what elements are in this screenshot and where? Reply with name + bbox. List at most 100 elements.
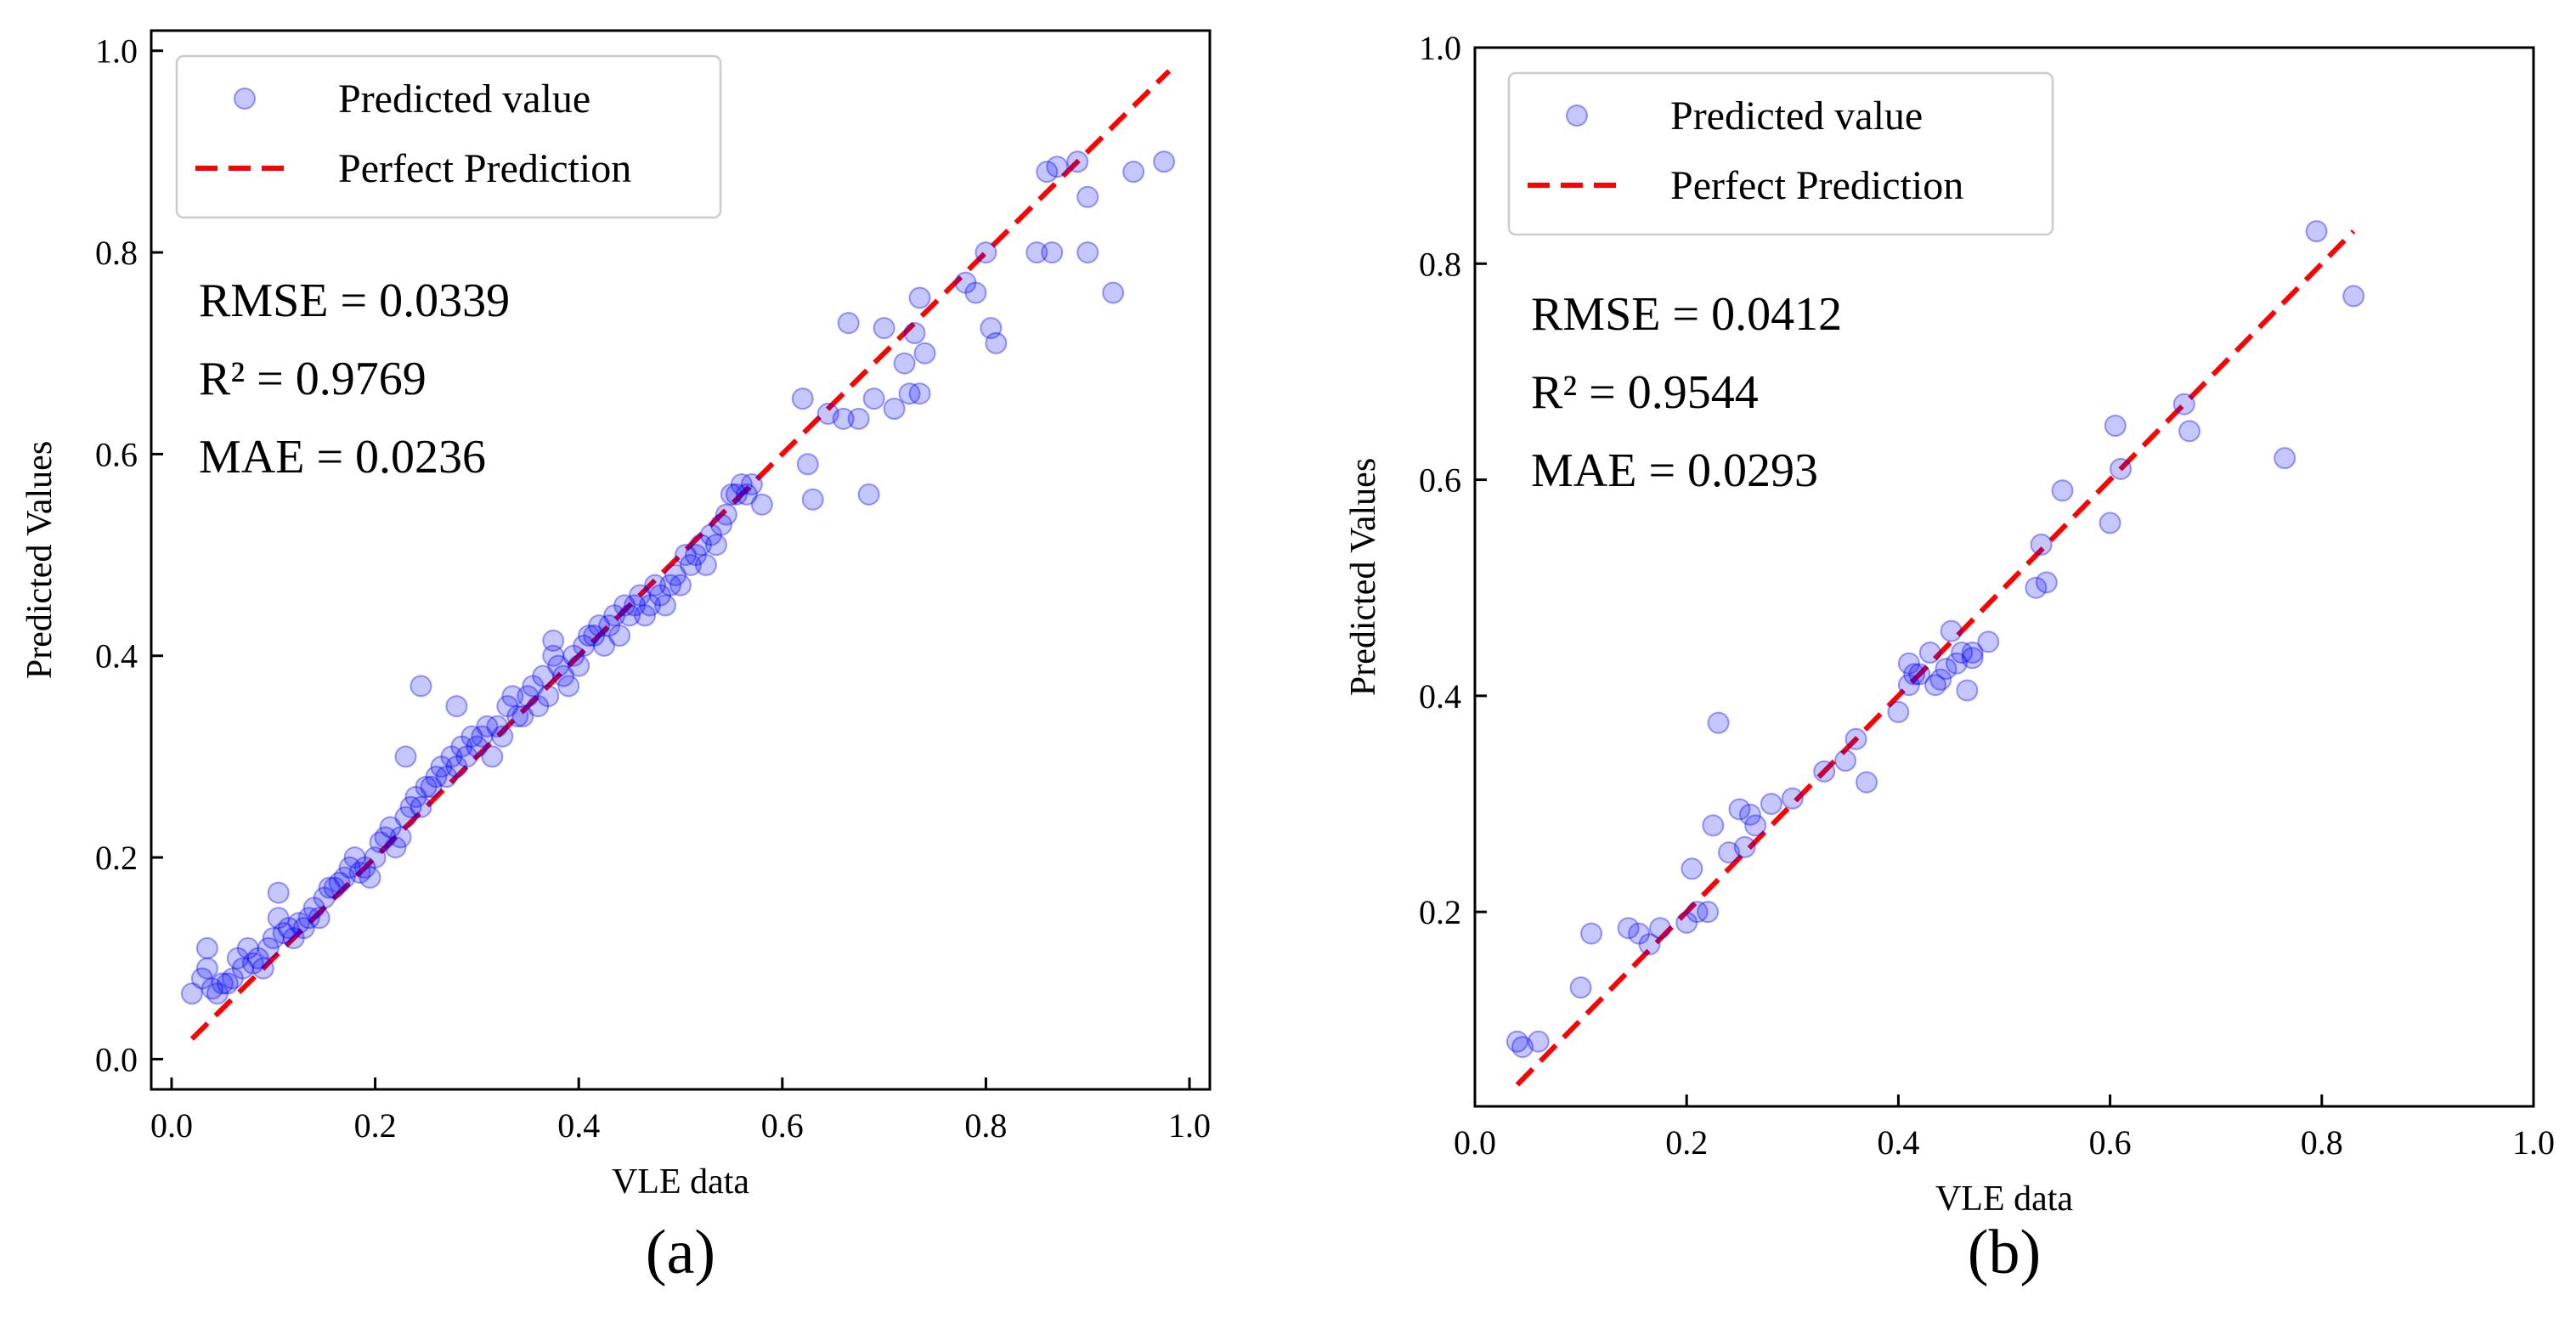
data-point: [1834, 749, 1857, 772]
data-point: [1945, 652, 1968, 675]
data-point: [980, 317, 1003, 340]
x-tick-label: 0.0: [1454, 1123, 1496, 1162]
data-point: [1738, 803, 1761, 826]
data-point: [338, 856, 361, 879]
data-point: [1887, 700, 1910, 723]
data-point: [216, 972, 239, 995]
y-axis-label: Predicted Values: [1344, 458, 1383, 696]
data-point: [639, 594, 662, 617]
data-point: [704, 534, 727, 557]
data-point: [1813, 760, 1836, 783]
data-point: [1781, 787, 1804, 810]
data-point: [2274, 447, 2296, 470]
data-point: [302, 896, 325, 919]
data-point: [1697, 901, 1720, 924]
data-point: [873, 317, 895, 340]
x-tick-label: 0.4: [557, 1106, 600, 1145]
data-point: [1702, 814, 1725, 837]
data-point: [689, 534, 712, 557]
data-point: [837, 312, 860, 335]
data-point: [1961, 642, 1984, 664]
legend-label-perfect: Perfect Prediction: [338, 146, 631, 191]
data-point: [593, 634, 616, 657]
data-point: [1929, 668, 1952, 691]
data-point: [1076, 241, 1099, 264]
data-point: [287, 912, 310, 935]
data-point: [394, 806, 417, 829]
plot-frame: [150, 29, 1212, 1091]
data-point: [1744, 814, 1767, 837]
data-point: [1760, 793, 1782, 815]
data-point: [420, 776, 443, 798]
data-point: [491, 725, 514, 748]
data-point: [1041, 241, 1064, 264]
x-tick-label: 0.8: [964, 1106, 1007, 1145]
data-point: [195, 936, 218, 959]
data-point: [2025, 576, 2048, 599]
data-point: [1897, 674, 1920, 697]
data-point: [649, 584, 672, 607]
data-point: [608, 625, 631, 647]
data-point: [598, 614, 621, 637]
data-point: [2178, 420, 2201, 443]
x-tick-label: 1.0: [2512, 1123, 2555, 1162]
data-point: [1718, 841, 1741, 864]
data-point: [578, 625, 601, 647]
data-point: [251, 957, 274, 980]
data-point: [517, 685, 539, 708]
data-point: [557, 675, 580, 698]
data-point: [908, 286, 931, 309]
data-point: [527, 695, 550, 718]
data-point: [1940, 619, 1963, 642]
data-point: [267, 881, 290, 904]
data-point: [1951, 642, 1974, 664]
y-tick-label: 0.2: [1419, 893, 1461, 931]
data-point: [211, 972, 234, 995]
data-point: [2051, 479, 2074, 502]
data-point: [195, 957, 218, 980]
data-point: [343, 846, 366, 869]
data-point: [1153, 150, 1176, 173]
metric-text: RMSE = 0.0339: [199, 274, 510, 327]
data-point: [862, 387, 885, 410]
data-point: [801, 488, 824, 511]
perfect-prediction-line: [1515, 229, 2356, 1087]
y-tick-label: 0.6: [1419, 461, 1461, 500]
data-point: [903, 322, 926, 344]
metric-text: RMSE = 0.0412: [1531, 288, 1842, 341]
data-point: [1102, 281, 1125, 304]
metric-text: R² = 0.9769: [199, 353, 427, 405]
data-point: [231, 957, 254, 980]
data-point: [715, 503, 737, 526]
x-tick-label: 0.6: [2089, 1123, 2132, 1162]
x-tick-label: 0.0: [150, 1106, 193, 1145]
data-point: [501, 685, 524, 708]
data-point: [476, 715, 499, 738]
data-point: [603, 604, 626, 627]
data-point: [740, 473, 763, 495]
data-point: [1638, 933, 1661, 956]
data-point: [241, 952, 264, 975]
data-point: [562, 644, 585, 667]
data-point: [297, 907, 320, 930]
data-point: [583, 625, 606, 647]
metric-text: MAE = 0.0293: [1531, 444, 1818, 497]
data-point: [384, 836, 407, 859]
data-point: [1681, 857, 1703, 880]
data-point: [1707, 711, 1730, 734]
data-point: [318, 876, 341, 899]
data-point: [1025, 241, 1048, 264]
data-point: [694, 553, 717, 576]
data-point: [348, 861, 371, 884]
data-point: [221, 967, 244, 990]
data-point: [796, 453, 819, 476]
data-point: [1924, 674, 1947, 697]
data-point: [552, 664, 575, 687]
y-axis-label: Predicted Values: [20, 441, 59, 679]
data-point: [511, 704, 534, 727]
data-point: [440, 745, 463, 768]
data-point: [522, 675, 545, 698]
data-point: [659, 574, 682, 597]
data-point: [496, 695, 519, 718]
